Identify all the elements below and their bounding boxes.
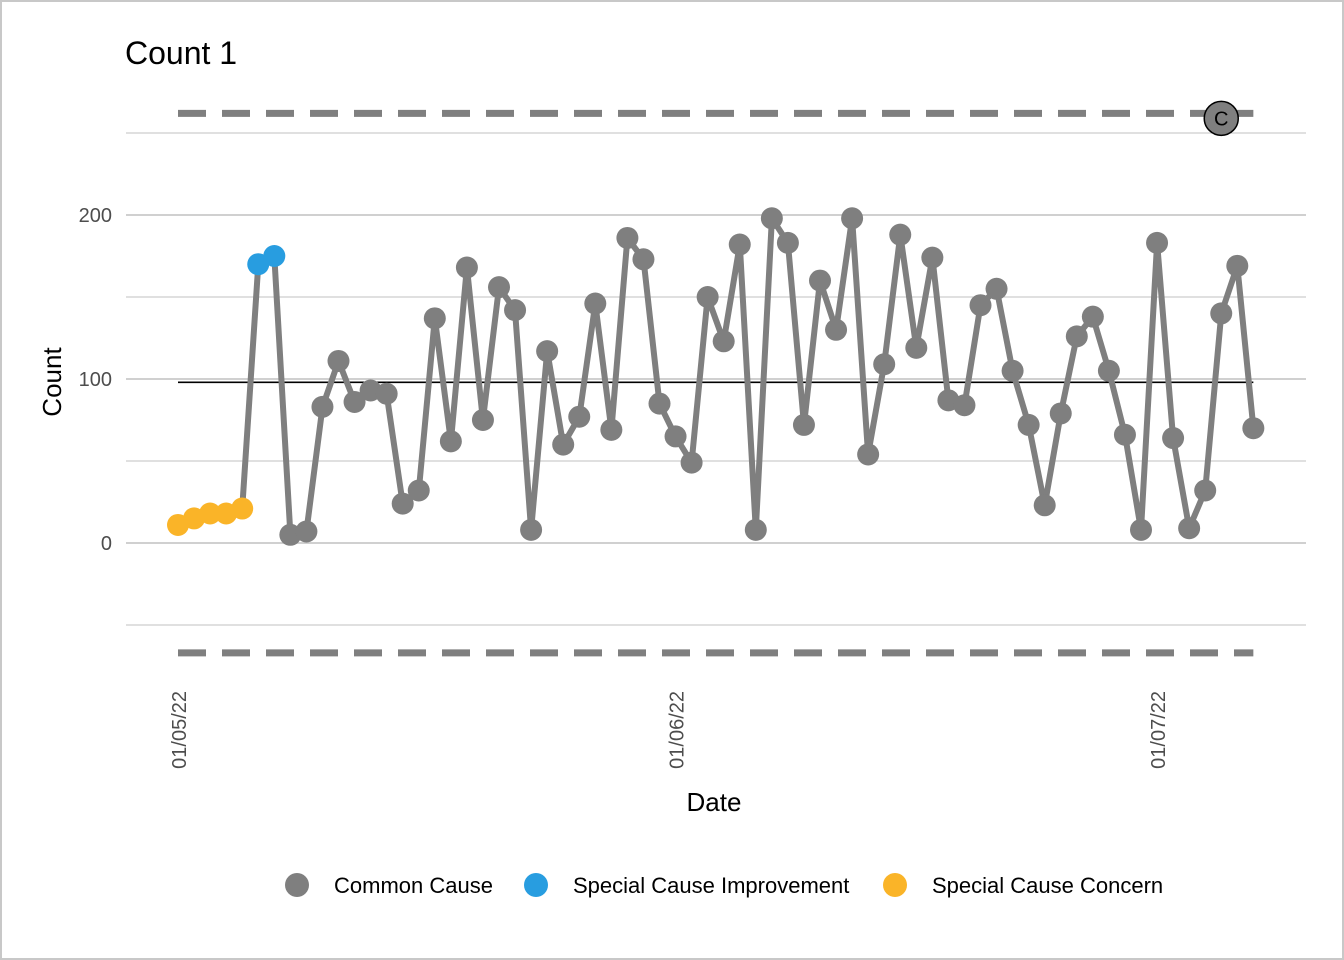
data-point: [664, 425, 687, 448]
data-point: [552, 433, 575, 456]
y-tick-labels: 0 100 200: [79, 205, 112, 555]
control-limits: [178, 109, 1254, 657]
data-point: [1226, 254, 1249, 277]
x-tick-label: 01/05/22: [169, 691, 191, 769]
x-axis-title: Date: [687, 787, 742, 817]
data-point: [680, 451, 703, 474]
data-point: [600, 418, 623, 441]
y-tick-label: 200: [79, 205, 112, 227]
data-point: [1081, 305, 1104, 328]
data-point: [471, 409, 494, 431]
data-point: [1146, 231, 1169, 254]
data-point: [536, 340, 559, 363]
data-point: [1210, 302, 1233, 325]
data-points: [167, 207, 1265, 546]
data-point: [825, 318, 848, 341]
data-point: [632, 248, 655, 271]
data-point: [873, 353, 896, 376]
data-point: [1033, 494, 1056, 517]
data-point: [199, 502, 222, 525]
data-point: [391, 492, 414, 515]
y-tick-label: 0: [101, 533, 112, 555]
data-point: [1162, 427, 1185, 450]
data-point: [1130, 518, 1152, 541]
limit-annotation: C: [1203, 100, 1239, 137]
data-point: [1001, 359, 1024, 382]
data-point: [1113, 423, 1136, 446]
data-point: [1017, 413, 1040, 436]
series-polyline: [175, 215, 1257, 538]
legend-label: Special Cause Improvement: [573, 873, 849, 898]
data-point: [263, 245, 286, 267]
data-point: [712, 330, 735, 353]
grid-lines: [126, 132, 1306, 626]
data-point: [776, 231, 799, 254]
data-point: [728, 233, 751, 256]
data-point: [231, 497, 254, 520]
data-point: [792, 413, 815, 436]
y-axis-title: Count: [37, 347, 67, 417]
legend-label: Special Cause Concern: [932, 873, 1163, 898]
data-point: [311, 395, 334, 418]
data-point: [953, 394, 976, 417]
x-tick-label: 01/06/22: [667, 691, 689, 769]
data-point: [1178, 517, 1201, 540]
legend-swatch: [883, 873, 907, 897]
data-point: [1242, 417, 1265, 440]
data-point: [985, 277, 1008, 300]
data-point: [439, 430, 462, 453]
data-point: [407, 479, 430, 502]
data-point: [696, 286, 719, 308]
data-point: [504, 299, 527, 322]
x-tick-label: 01/07/22: [1148, 691, 1170, 769]
data-point: [1194, 479, 1217, 502]
data-point: [760, 207, 783, 230]
data-point: [568, 405, 591, 428]
data-point: [905, 336, 928, 359]
legend: Common Cause Special Cause Improvement Spe…: [285, 873, 1163, 898]
data-point: [327, 349, 350, 372]
data-point: [841, 207, 864, 230]
data-point: [375, 382, 398, 405]
x-tick-labels: 01/05/22 01/06/22 01/07/22: [169, 691, 1170, 769]
legend-label: Common Cause: [334, 873, 493, 898]
annotation-label: C: [1214, 108, 1228, 130]
legend-swatch: [524, 873, 548, 897]
data-point: [809, 269, 831, 292]
data-point: [488, 276, 510, 299]
data-point: [857, 443, 880, 466]
data-point: [616, 226, 639, 249]
data-point: [648, 392, 671, 415]
data-point: [584, 292, 607, 315]
data-point: [921, 246, 944, 269]
data-point: [520, 518, 543, 541]
data-point: [1097, 359, 1120, 382]
chart-title: Count 1: [125, 35, 237, 71]
y-tick-label: 100: [79, 369, 112, 391]
data-point: [343, 390, 366, 413]
data-point: [969, 294, 992, 317]
data-point: [295, 520, 318, 543]
data-point: [1049, 402, 1072, 425]
data-point: [455, 256, 478, 279]
annotation-circle: [1203, 100, 1239, 137]
legend-swatch: [285, 873, 309, 897]
series-line: [175, 215, 1257, 538]
data-point: [889, 223, 912, 246]
data-point: [744, 518, 767, 541]
data-point: [1065, 325, 1088, 348]
data-point: [423, 307, 446, 330]
